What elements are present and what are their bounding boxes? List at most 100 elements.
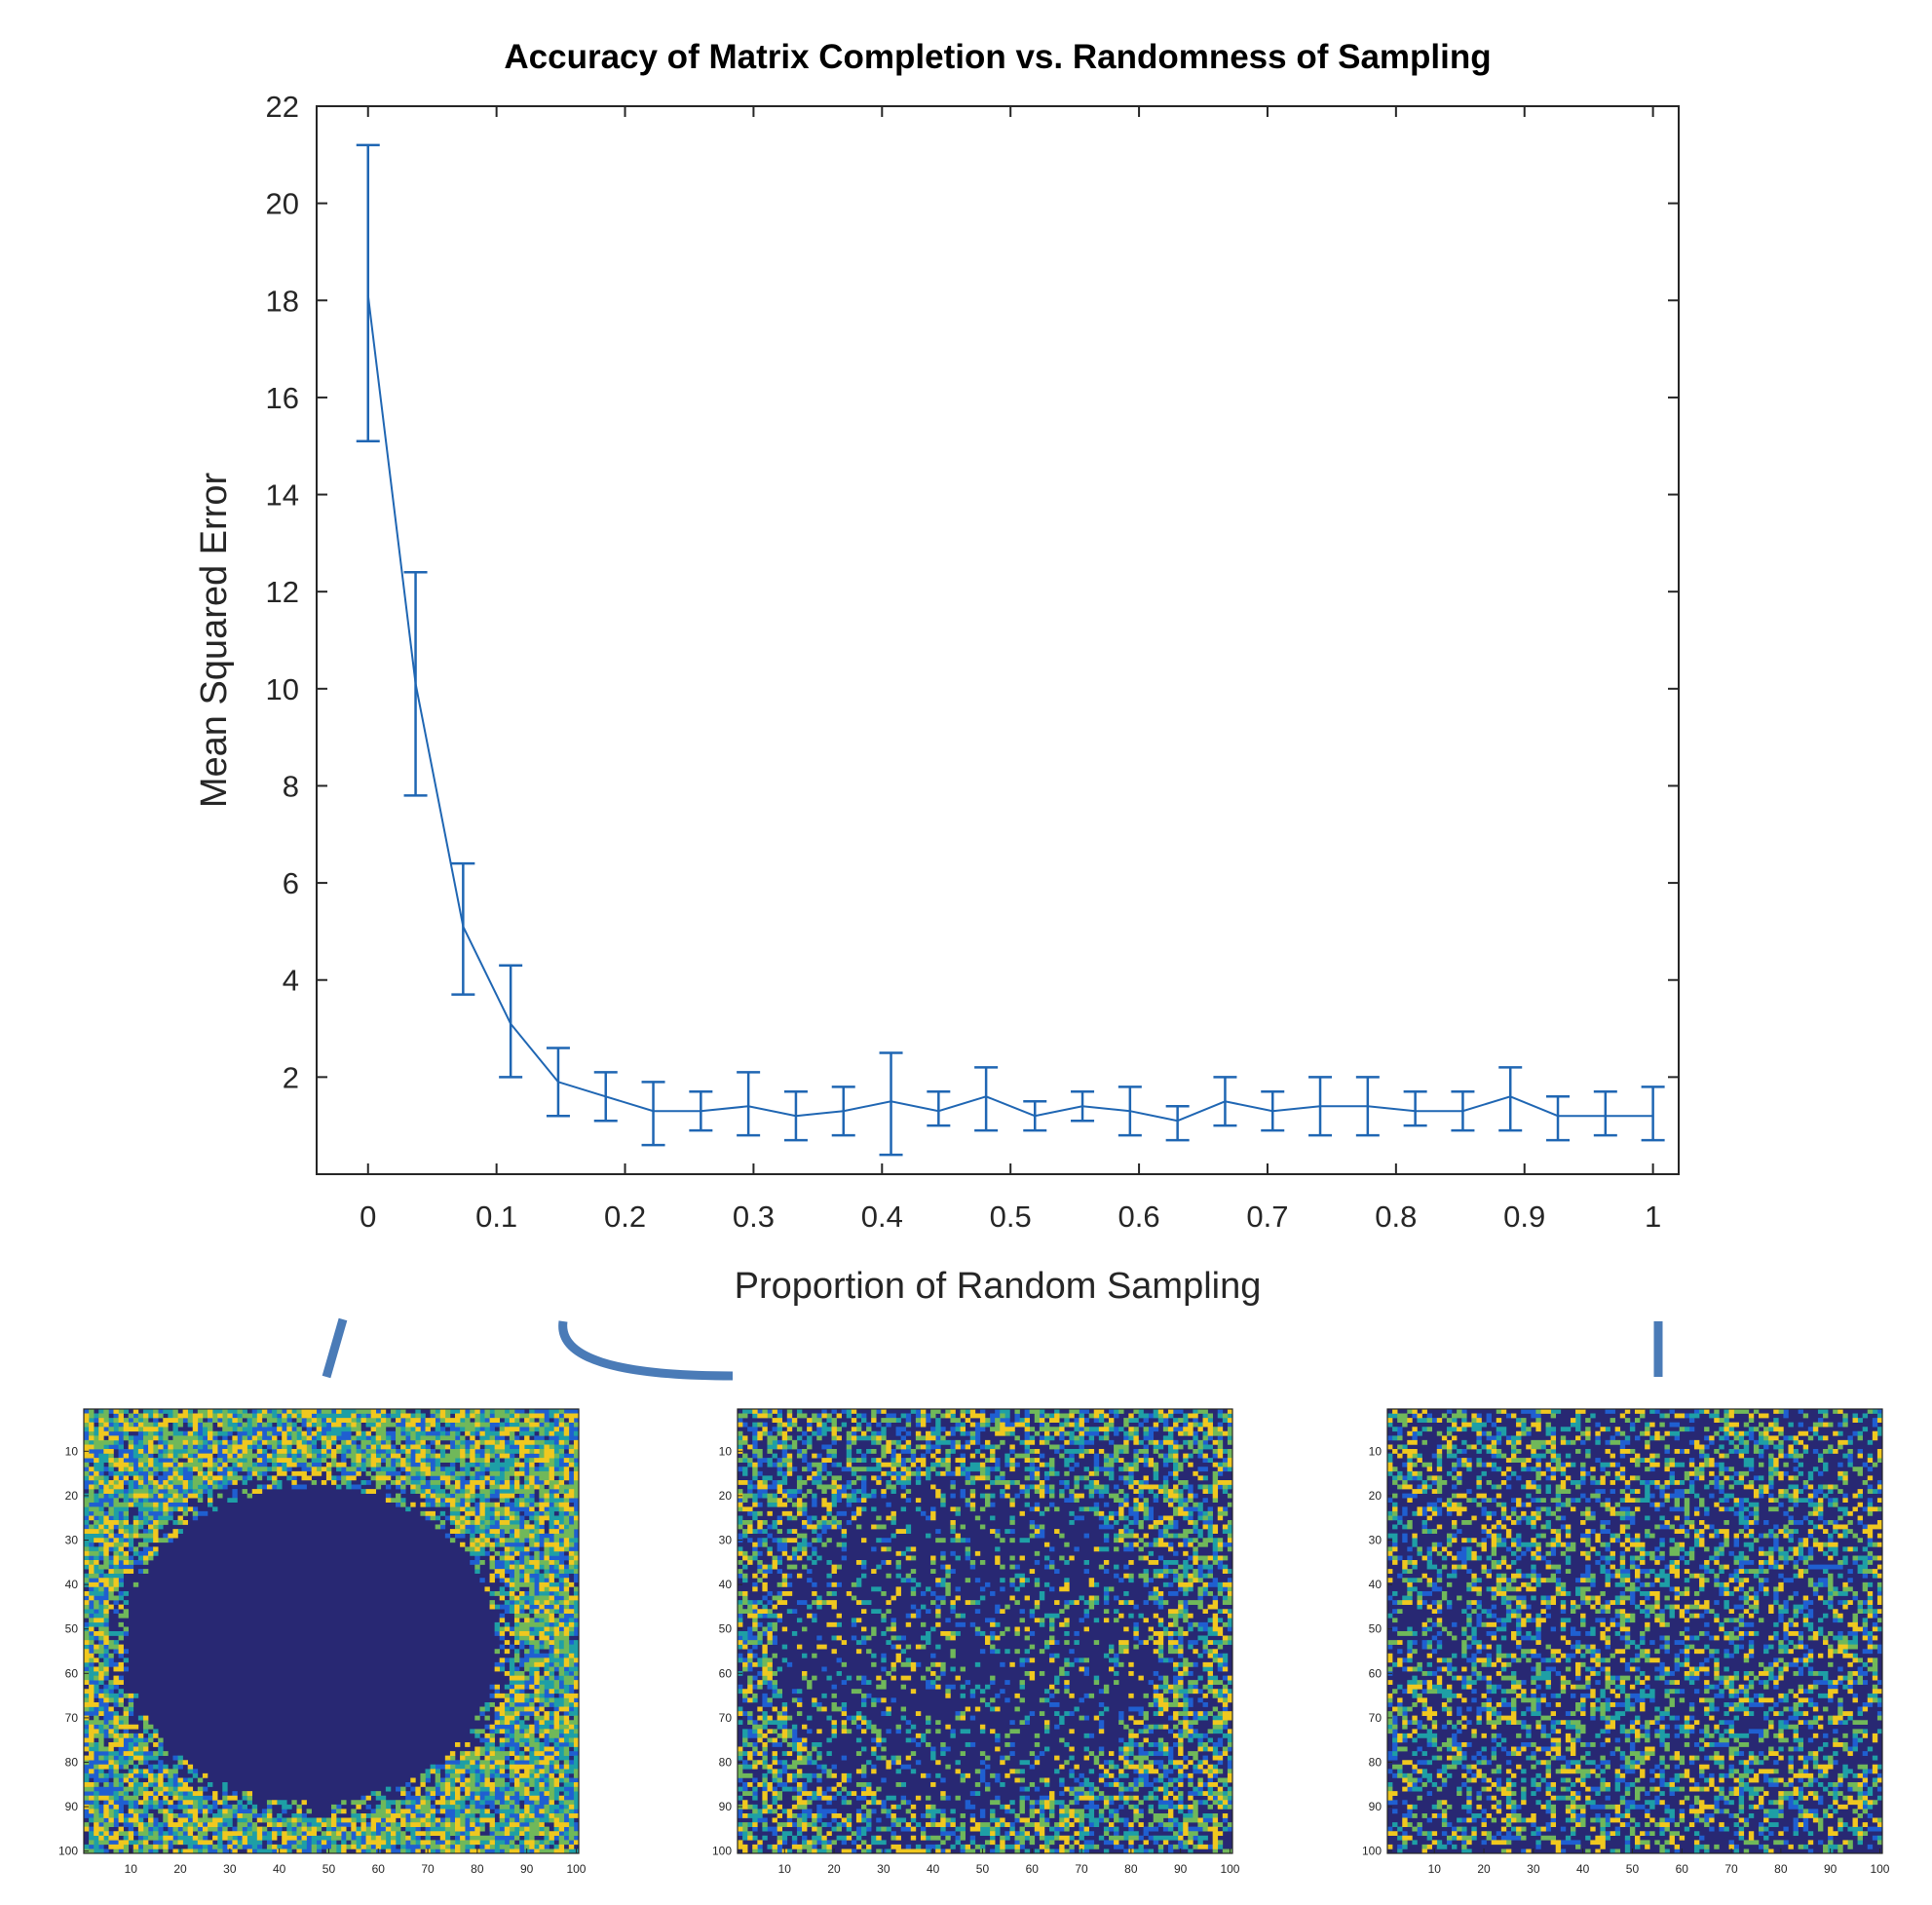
heatmap-y-tick-label: 100 [1362,1845,1382,1858]
y-tick-label: 12 [266,575,299,609]
heatmap-x-tick-label: 20 [1477,1862,1491,1876]
error-bar [879,1051,903,1157]
x-tick-label: 0.2 [604,1200,646,1234]
heatmap-x-tick-label: 50 [322,1862,336,1876]
heatmap-y-tick-label: 100 [712,1845,732,1858]
x-tick-label: 0 [360,1200,376,1234]
heatmap-y-tick-label: 100 [58,1845,78,1858]
heatmap-x-tick-label: 10 [778,1862,792,1876]
heatmap-cells [1387,1409,1883,1854]
heatmap-y-tick-label: 90 [719,1800,733,1813]
y-tick-label: 22 [266,90,299,124]
heatmap-y-tick-label: 60 [1369,1666,1383,1680]
heatmap-x-tick-label: 70 [1075,1862,1088,1876]
heatmap-x-tick-label: 40 [1576,1862,1590,1876]
heatmap-y-tick-label: 10 [65,1444,79,1458]
heatmap-y-tick-label: 40 [65,1578,79,1591]
heatmap-y-tick-label: 30 [1369,1534,1383,1547]
y-tick-label: 14 [266,478,299,513]
heatmap-x-tick-label: 20 [827,1862,841,1876]
x-tick-label: 0.6 [1118,1200,1160,1234]
heatmap-y-tick-label: 10 [1369,1444,1383,1458]
heatmap-x-tick-label: 40 [927,1862,940,1876]
y-tick-label: 16 [266,381,299,415]
error-bar [1641,1086,1665,1142]
heatmap-y-tick-label: 20 [65,1489,79,1503]
connector-middle [558,1320,734,1381]
heatmap-frame [83,1408,580,1854]
heatmap-x-tick-label: 70 [421,1862,435,1876]
heatmap-x-tick-label: 90 [1824,1862,1837,1876]
error-bar [499,964,523,1079]
heatmap-x-tick-label: 80 [1124,1862,1138,1876]
heatmap-y-tick-label: 80 [65,1756,79,1770]
heatmap-x-tick-label: 50 [1626,1862,1640,1876]
heatmap-frame [1386,1408,1883,1854]
heatmap-y-tick-label: 30 [65,1534,79,1547]
error-bars [356,143,1665,1157]
chart-title: Accuracy of Matrix Completion vs. Random… [504,38,1491,76]
heatmap-x-tick-label: 60 [1026,1862,1040,1876]
heatmap-x-tick-label: 10 [125,1862,138,1876]
y-axis-label: Mean Squared Error [194,473,235,809]
x-tick-label: 0.9 [1503,1200,1545,1234]
y-tick-label: 10 [266,672,299,706]
heatmap-x-tick-label: 100 [566,1862,586,1876]
heatmap-x-tick-label: 90 [1174,1862,1188,1876]
x-tick-label: 0.1 [475,1200,517,1234]
heatmap-right: 10 20 30 40 50 60 70 80 90 100 10 20 30 40 50 60 70 80 90 1… [1362,1408,1890,1876]
heatmap-y-tick-label: 10 [719,1444,733,1458]
error-bar [1498,1066,1523,1132]
heatmap-x-tick-label: 100 [1870,1862,1889,1876]
y-tick-label: 6 [283,866,299,900]
y-tick-label: 20 [266,187,299,221]
heatmap-y-tick-label: 50 [65,1622,79,1636]
x-tick-label: 0.8 [1375,1200,1417,1234]
heatmap-y-tick-label: 70 [1369,1711,1383,1725]
heatmap-y-tick-label: 80 [1369,1756,1383,1770]
heatmap-y-tick-label: 40 [1369,1578,1383,1591]
heatmap-y-tick-label: 40 [719,1578,733,1591]
heatmap-x-tick-label: 60 [372,1862,386,1876]
heatmap-x-tick-label: 30 [1527,1862,1540,1876]
error-bar [1593,1090,1617,1137]
error-bar [737,1071,761,1137]
heatmap-x-tick-label: 10 [1428,1862,1442,1876]
heatmap-y-tick-label: 90 [1369,1800,1383,1813]
y-tick-label: 2 [283,1060,299,1094]
heatmap-y-tick-label: 50 [719,1622,733,1636]
heatmap-cells [738,1409,1233,1854]
heatmap-y-tick-label: 70 [719,1711,733,1725]
x-tick-label: 0.4 [861,1200,903,1234]
heatmap-x-tick-label: 70 [1724,1862,1738,1876]
x-tick-label: 1 [1645,1200,1661,1234]
heatmap-y-tick-label: 70 [65,1711,79,1725]
heatmap-left: 10 20 30 40 50 60 70 80 90 100 10 20 30 40 50 60 70 80 90 1… [58,1408,587,1876]
heatmap-y-tick-label: 50 [1369,1622,1383,1636]
heatmap-x-tick-label: 90 [520,1862,534,1876]
heatmap-middle: 10 20 30 40 50 60 70 80 90 100 10 20 30 40 50 60 70 80 90 1… [712,1408,1240,1876]
y-tick-label: 8 [283,769,299,803]
x-axis-ticks: 0 0.1 0.2 0.3 0.4 0.5 0.6 0.7 0.8 0.9 1 [360,106,1661,1234]
y-axis-ticks: 2 4 6 8 10 12 14 16 18 20 22 [266,90,1679,1094]
error-bar [356,143,380,442]
heatmap-y-tick-label: 80 [719,1756,733,1770]
x-tick-label: 0.5 [990,1200,1032,1234]
error-bar [1546,1095,1571,1142]
heatmap-x-tick-label: 80 [471,1862,484,1876]
heatmap-y-tick-label: 20 [719,1489,733,1503]
heatmap-cells [84,1409,580,1854]
heatmap-x-tick-label: 80 [1774,1862,1788,1876]
x-tick-label: 0.3 [733,1200,775,1234]
y-tick-label: 18 [266,284,299,318]
x-tick-label: 0.7 [1246,1200,1288,1234]
error-bar [1403,1090,1427,1127]
error-bar [974,1066,999,1132]
x-axis-label: Proportion of Random Sampling [735,1266,1262,1307]
heatmap-x-tick-label: 50 [976,1862,990,1876]
heatmap-y-tick-label: 90 [65,1800,79,1813]
mse-series-line [366,295,1653,1123]
error-bar [451,861,475,996]
heatmap-x-tick-label: 100 [1220,1862,1239,1876]
